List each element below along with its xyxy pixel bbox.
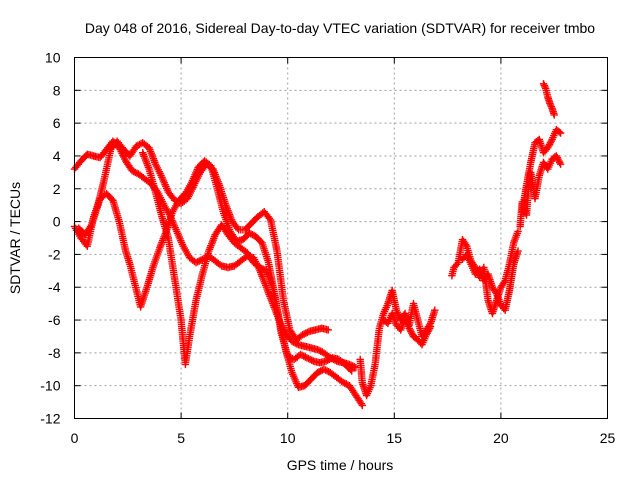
x-tick-label: 10 xyxy=(280,430,296,446)
trace-6 xyxy=(379,309,435,349)
x-tick-label: 20 xyxy=(493,430,509,446)
data-point xyxy=(556,129,565,137)
trace-8 xyxy=(458,247,522,314)
x-axis-label: GPS time / hours xyxy=(287,457,394,473)
data-point xyxy=(514,247,522,255)
data-point xyxy=(358,401,366,410)
data-points xyxy=(70,80,565,410)
y-tick-label: 6 xyxy=(53,115,61,131)
data-point xyxy=(348,367,356,375)
y-axis-label: SDTVAR / TECUs xyxy=(7,182,23,294)
x-tick-label: 5 xyxy=(177,430,185,446)
y-tick-label: 10 xyxy=(45,50,61,66)
data-point xyxy=(514,227,522,236)
y-tick-label: -12 xyxy=(40,411,60,427)
data-point xyxy=(550,111,558,119)
grid-lines xyxy=(74,57,608,419)
trace-2 xyxy=(75,137,332,344)
x-tick-label: 25 xyxy=(600,430,616,446)
trace-4 xyxy=(139,149,366,410)
x-tick-label: 15 xyxy=(387,430,403,446)
data-point xyxy=(431,306,439,314)
tick-labels: 0 5 10 15 20 25 -12 -10 -8 -6 -4 -2 0 2 4 6 8 10 xyxy=(40,50,615,447)
y-tick-label: -8 xyxy=(48,345,61,361)
trace-10 xyxy=(518,126,565,216)
plot-frame xyxy=(74,57,608,419)
y-tick-label: 8 xyxy=(53,82,61,98)
x-tick-label: 0 xyxy=(71,430,79,446)
data-point xyxy=(324,326,332,334)
y-tick-label: 2 xyxy=(53,181,61,197)
chart-title: Day 048 of 2016, Sidereal Day-to-day VTE… xyxy=(85,20,595,36)
y-tick-label: -2 xyxy=(48,246,61,262)
data-point xyxy=(426,322,435,331)
trace-3 xyxy=(70,157,356,375)
y-tick-label: -10 xyxy=(40,378,60,394)
y-tick-label: -6 xyxy=(48,312,61,328)
y-tick-label: 4 xyxy=(53,148,61,164)
y-tick-label: 0 xyxy=(53,214,61,230)
trace-11 xyxy=(539,80,558,119)
axis-ticks xyxy=(74,57,608,419)
y-tick-label: -4 xyxy=(48,279,61,295)
data-point xyxy=(556,160,565,168)
